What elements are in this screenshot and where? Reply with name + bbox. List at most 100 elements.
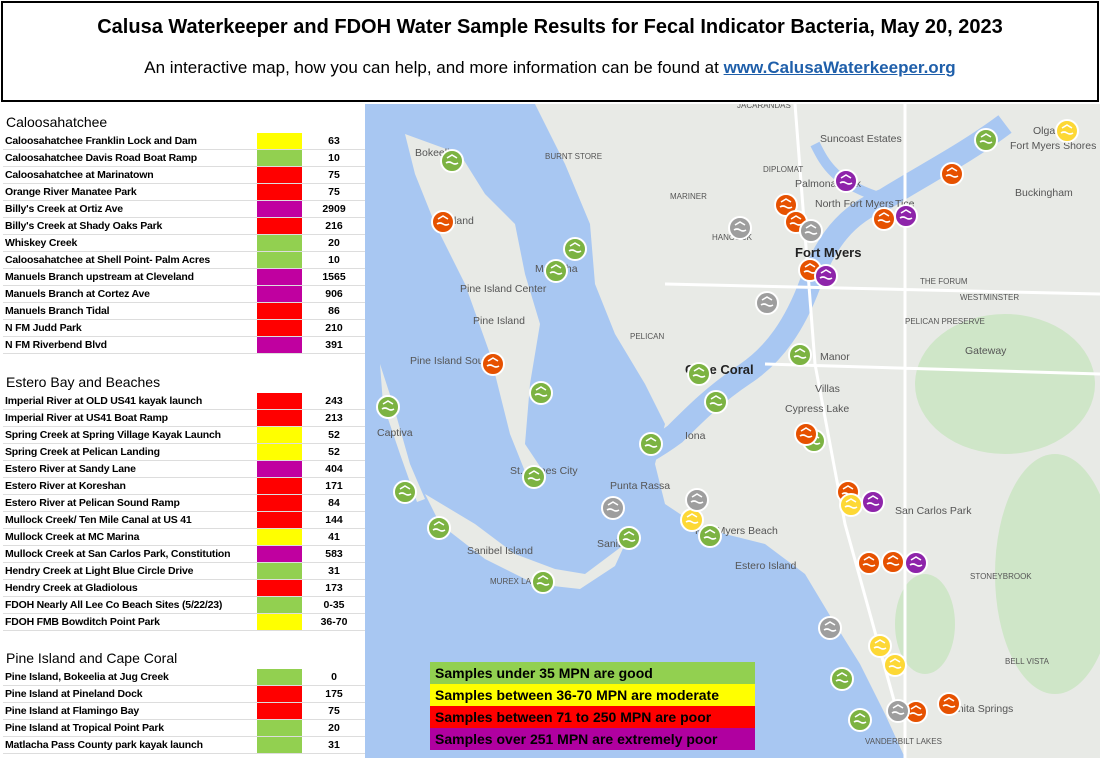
- park: [995, 454, 1100, 694]
- table-row: Manuels Branch at Cortez Ave 906: [3, 286, 365, 303]
- marker-icon: [622, 531, 636, 542]
- place-label: Sanibel Island: [467, 545, 533, 557]
- place-label: Manor: [820, 351, 850, 363]
- site-marker: [704, 390, 728, 414]
- marker-dot: [894, 204, 918, 228]
- marker-icon: [862, 556, 876, 567]
- table-row: Hendry Creek at Light Blue Circle Drive 3…: [3, 563, 365, 580]
- marker-dot: [904, 551, 928, 575]
- sample-value: 36-70: [320, 616, 348, 628]
- site-name: FDOH Nearly All Lee Co Beach Sites (5/22…: [5, 599, 223, 611]
- place-label: Punta Rassa: [610, 480, 670, 492]
- site-name: Billy's Creek at Ortiz Ave: [5, 203, 123, 215]
- sample-value: 52: [328, 446, 340, 458]
- table-row: Caloosahatchee at Marinatown 75: [3, 167, 365, 184]
- marker-dot: [857, 551, 881, 575]
- marker-icon: [866, 495, 880, 506]
- table-row: Hendry Creek at Gladiolous 173: [3, 580, 365, 597]
- sample-value: 75: [328, 169, 340, 181]
- roads: [664, 104, 1100, 758]
- place-label: Fort Myers: [795, 245, 861, 260]
- marker-dot: [974, 128, 998, 152]
- site-name: N FM Judd Park: [5, 322, 82, 334]
- sample-value: 31: [328, 565, 340, 577]
- table-row: FDOH Nearly All Lee Co Beach Sites (5/22…: [3, 597, 365, 614]
- river: [610, 115, 1012, 479]
- sample-value: 0: [331, 671, 337, 683]
- table-row: Estero River at Koreshan 171: [3, 478, 365, 495]
- rating-swatch: [257, 580, 302, 596]
- marker-icon: [803, 263, 817, 274]
- marker-dot: [529, 381, 553, 405]
- place-label: Bonita Springs: [945, 703, 1013, 715]
- table-row: Mullock Creek/ Ten Mile Canal at US 41 14…: [3, 512, 365, 529]
- rating-swatch: [257, 235, 302, 251]
- section-title: Caloosahatchee: [6, 114, 108, 130]
- rating-swatch: [257, 444, 302, 460]
- sample-value: 906: [325, 288, 343, 300]
- marker-icon: [432, 521, 446, 532]
- table-row: Caloosahatchee at Shell Point- Palm Acre…: [3, 252, 365, 269]
- link[interactable]: www.CalusaWaterkeeper.org: [723, 58, 956, 77]
- site-marker: [974, 128, 998, 152]
- site-marker: [788, 343, 812, 367]
- marker-dot: [883, 653, 907, 677]
- marker-dot: [872, 207, 896, 231]
- marker-dot: [755, 291, 779, 315]
- marker-icon: [549, 264, 563, 275]
- marker-icon: [1060, 124, 1074, 135]
- rating-swatch: [257, 737, 302, 753]
- rating-swatch: [257, 703, 302, 719]
- place-label: HANCOCK: [712, 233, 753, 242]
- marker-dot: [940, 162, 964, 186]
- legend-text: Samples between 36-70 MPN are moderate: [435, 687, 719, 703]
- marker-icon: [733, 221, 747, 232]
- marker-icon: [703, 529, 717, 540]
- table-row: Orange River Manatee Park 75: [3, 184, 365, 201]
- site-name: Caloosahatchee Franklin Lock and Dam: [5, 135, 197, 147]
- table-row: Billy's Creek at Ortiz Ave 2909: [3, 201, 365, 218]
- marker-dot: [788, 343, 812, 367]
- marker-icon: [799, 427, 813, 438]
- place-label: Pine Island Sound: [410, 355, 495, 367]
- marker-icon: [692, 367, 706, 378]
- marker-dot: [818, 616, 842, 640]
- marker-icon: [445, 154, 459, 165]
- sample-value: 20: [328, 237, 340, 249]
- rating-swatch: [257, 614, 302, 630]
- table-row: Imperial River at OLD US41 kayak launch 2…: [3, 393, 365, 410]
- marker-icon: [436, 215, 450, 226]
- marker-icon: [909, 705, 923, 716]
- sample-value: 210: [325, 322, 343, 334]
- site-name: Pine Island, Bokeelia at Jug Creek: [5, 671, 169, 683]
- site-marker: [904, 700, 928, 724]
- rating-swatch: [257, 269, 302, 285]
- marker-dot: [1055, 119, 1079, 143]
- marker-icon: [844, 498, 858, 509]
- site-marker: [687, 362, 711, 386]
- rating-swatch: [257, 337, 302, 353]
- place-label: BELL VISTA: [1005, 657, 1050, 666]
- site-marker: [601, 496, 625, 520]
- marker-icon: [819, 269, 833, 280]
- sample-value: 404: [325, 463, 343, 475]
- site-name: Caloosahatchee Davis Road Boat Ramp: [5, 152, 197, 164]
- site-name: Matlacha Pass County park kayak launch: [5, 739, 203, 751]
- rating-swatch: [257, 686, 302, 702]
- river-branch: [810, 141, 887, 204]
- site-name: Spring Creek at Pelican Landing: [5, 446, 160, 458]
- marker-icon: [888, 658, 902, 669]
- sample-value: 84: [328, 497, 340, 509]
- marker-icon: [606, 501, 620, 512]
- table-row: N FM Riverbend Blvd 391: [3, 337, 365, 354]
- marker-dot: [839, 493, 863, 517]
- marker-icon: [823, 621, 837, 632]
- site-marker: [872, 207, 896, 231]
- marker-icon: [835, 672, 849, 683]
- site-name: Pine Island at Pineland Dock: [5, 688, 143, 700]
- place-label: Estero Island: [735, 560, 796, 572]
- marker-icon: [486, 357, 500, 368]
- site-name: Caloosahatchee at Marinatown: [5, 169, 154, 181]
- table-row: Matlacha Pass County park kayak launch 31: [3, 737, 365, 754]
- sample-value: 391: [325, 339, 343, 351]
